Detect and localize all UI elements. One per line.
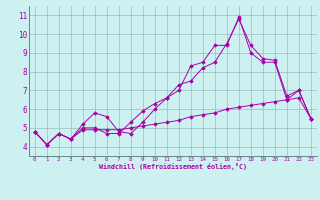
X-axis label: Windchill (Refroidissement éolien,°C): Windchill (Refroidissement éolien,°C) [99,163,247,170]
